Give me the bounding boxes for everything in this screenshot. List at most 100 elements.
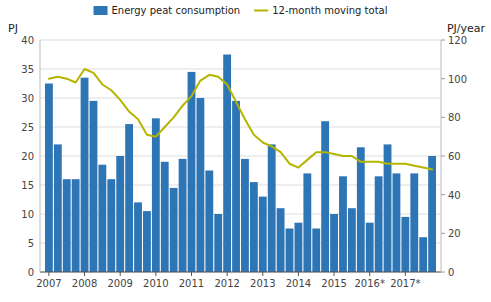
bar — [188, 72, 196, 272]
bar — [90, 101, 98, 272]
x-tick — [155, 272, 156, 276]
x-tick-label: 2007 — [36, 278, 61, 289]
bar — [45, 84, 53, 273]
bar — [375, 176, 383, 272]
bar — [161, 162, 169, 272]
x-tick-label: 2012 — [214, 278, 239, 289]
x-tick-label: 2016* — [354, 278, 384, 289]
bar — [214, 214, 222, 272]
y2-tick-label: 20 — [448, 228, 461, 239]
y-tick-label: 20 — [21, 151, 34, 162]
bar — [170, 188, 178, 272]
x-tick — [262, 272, 263, 276]
y2-tick — [441, 78, 445, 79]
bar — [410, 173, 418, 272]
bar — [152, 118, 160, 272]
bar — [179, 159, 187, 272]
legend: Energy peat consumption 12-month moving t… — [94, 5, 388, 16]
bar — [72, 179, 80, 272]
x-tick — [227, 272, 228, 276]
y2-tick — [441, 117, 445, 118]
bar — [205, 171, 213, 273]
bar — [321, 121, 329, 272]
bar — [312, 229, 320, 273]
x-tick — [405, 272, 406, 276]
bar — [107, 179, 115, 272]
bar — [259, 197, 267, 272]
y-tick-label: 0 — [28, 267, 34, 278]
y-tick-label: 5 — [28, 238, 34, 249]
x-tick — [191, 272, 192, 276]
legend-item: 12-month moving total — [254, 5, 387, 16]
grid-line — [40, 98, 441, 99]
bar — [241, 159, 249, 272]
bar — [134, 202, 142, 272]
bar — [232, 101, 240, 272]
bar — [348, 208, 356, 272]
bar — [223, 55, 231, 273]
y-tick-label: 40 — [21, 35, 34, 46]
grid-line — [40, 127, 441, 128]
bar — [428, 156, 436, 272]
x-tick-label: 2010 — [143, 278, 168, 289]
x-axis-line — [40, 272, 441, 273]
chart: 0510152025303540020406080100120200720082… — [0, 0, 491, 302]
bar — [125, 124, 133, 272]
legend-swatch — [254, 10, 268, 12]
legend-label: 12-month moving total — [272, 5, 387, 16]
bar — [143, 211, 151, 272]
y2-tick — [441, 194, 445, 195]
x-tick — [334, 272, 335, 276]
legend-item: Energy peat consumption — [94, 5, 241, 16]
x-tick-label: 2011 — [179, 278, 204, 289]
bar — [268, 144, 276, 272]
bar — [196, 98, 204, 272]
y-tick-label: 30 — [21, 93, 34, 104]
bar — [54, 144, 62, 272]
x-tick — [298, 272, 299, 276]
x-tick-label: 2008 — [72, 278, 97, 289]
x-tick-label: 2009 — [107, 278, 132, 289]
y-tick-label: 25 — [21, 122, 34, 133]
y-axis-label: PJ — [8, 22, 18, 35]
bar — [303, 173, 311, 272]
x-tick — [48, 272, 49, 276]
bar — [330, 214, 338, 272]
y2-axis-line — [441, 40, 442, 272]
x-tick-label: 2017* — [390, 278, 420, 289]
y2-tick-label: 40 — [448, 190, 461, 201]
x-tick-label: 2013 — [250, 278, 275, 289]
x-tick — [369, 272, 370, 276]
line — [49, 69, 432, 170]
grid — [40, 40, 441, 272]
bar — [277, 208, 285, 272]
y-tick-label: 15 — [21, 180, 34, 191]
y-tick-label: 35 — [21, 64, 34, 75]
bar — [339, 176, 347, 272]
grid-line — [40, 156, 441, 157]
y-tick-label: 10 — [21, 209, 34, 220]
grid-line — [40, 40, 441, 41]
y2-axis-label: PJ/year — [447, 22, 486, 35]
plot-area — [45, 55, 436, 273]
x-tick-label: 2014 — [286, 278, 311, 289]
bar — [393, 173, 401, 272]
legend-swatch — [94, 6, 108, 15]
bar — [250, 182, 258, 272]
bar — [401, 217, 409, 272]
bar — [116, 156, 124, 272]
y2-tick-label: 80 — [448, 112, 461, 123]
y-axis-line — [40, 40, 41, 272]
y2-tick — [441, 233, 445, 234]
y2-tick — [441, 40, 445, 41]
y2-tick — [441, 156, 445, 157]
grid-line — [40, 69, 441, 70]
y2-tick-label: 60 — [448, 151, 461, 162]
bar — [357, 147, 365, 272]
legend-label: Energy peat consumption — [112, 5, 241, 16]
grid-line — [40, 272, 441, 273]
x-tick-label: 2015 — [321, 278, 346, 289]
bar — [366, 223, 374, 272]
y2-tick-label: 0 — [448, 267, 454, 278]
bar — [63, 179, 71, 272]
